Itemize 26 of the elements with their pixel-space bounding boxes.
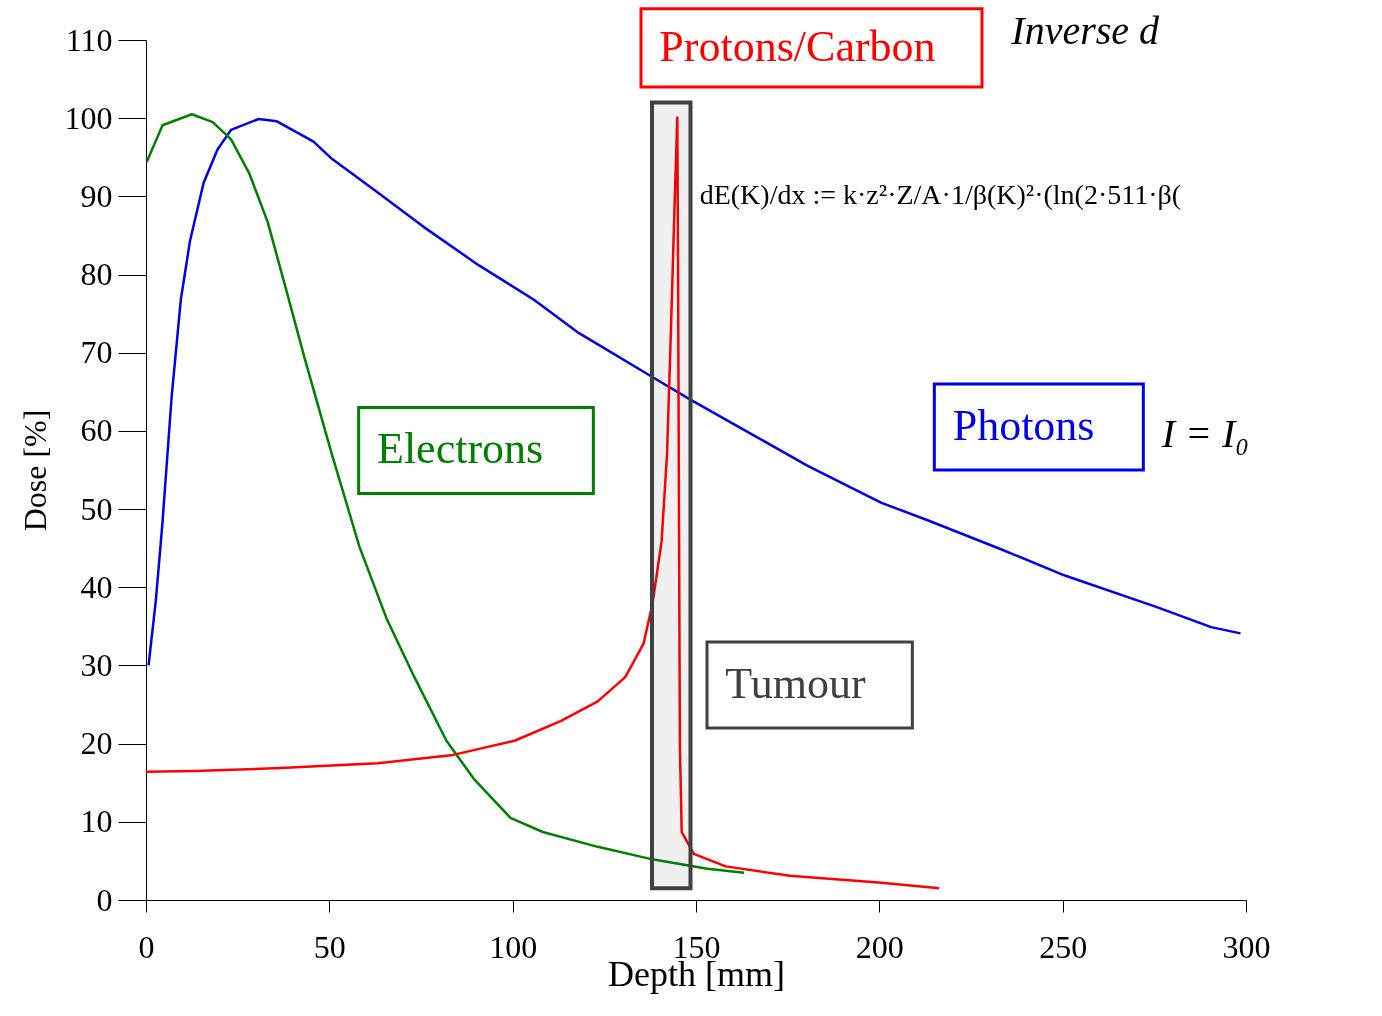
x-tick-label: 200 xyxy=(855,928,904,965)
band-label: Tumour xyxy=(725,659,866,708)
annotation: I = I₀ xyxy=(1160,410,1250,456)
y-tick-label: 30 xyxy=(80,646,113,683)
x-tick-label: 50 xyxy=(313,928,346,965)
annotation: dE(K)/dx := k·z²·Z/A·1/β(K)²·(ln(2·511·β( xyxy=(699,179,1182,211)
x-tick-label: 250 xyxy=(1039,928,1088,965)
annotation: Inverse d xyxy=(1010,8,1161,54)
y-tick-label: 40 xyxy=(80,568,113,605)
x-tick-label: 300 xyxy=(1222,928,1271,965)
y-tick-label: 90 xyxy=(80,177,113,214)
y-tick-label: 10 xyxy=(80,803,113,840)
series-label: Protons/Carbon xyxy=(659,21,936,71)
y-tick-label: 80 xyxy=(80,256,113,293)
y-tick-label: 20 xyxy=(80,725,113,762)
y-tick-label: 100 xyxy=(64,99,113,136)
y-axis-title: Dose [%] xyxy=(16,409,53,532)
y-tick-label: 110 xyxy=(65,21,113,58)
series-label: Photons xyxy=(952,401,1095,450)
y-tick-label: 60 xyxy=(80,412,113,449)
y-tick-label: 70 xyxy=(80,334,113,371)
x-tick-label: 100 xyxy=(489,928,538,965)
y-tick-label: 0 xyxy=(96,881,113,918)
y-tick-label: 50 xyxy=(80,490,113,527)
series-label: Electrons xyxy=(377,424,544,474)
x-tick-label: 0 xyxy=(138,928,155,965)
